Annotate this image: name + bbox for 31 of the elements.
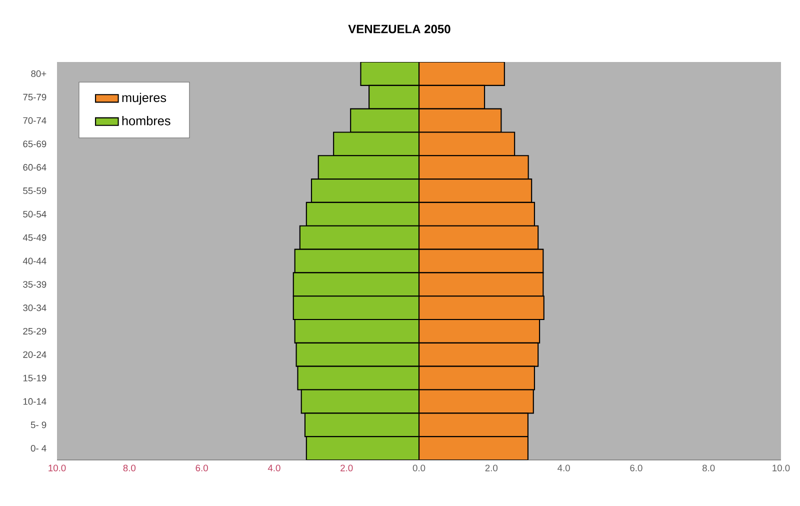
- x-tick-label: 0.0: [412, 464, 426, 472]
- y-tick-label: 70-74: [23, 117, 46, 124]
- x-tick-label: 8.0: [123, 464, 136, 472]
- y-tick-label: 80+: [31, 70, 46, 77]
- x-tick-label: 6.0: [630, 464, 642, 472]
- y-tick-label: 35-39: [23, 281, 46, 288]
- y-tick-label: 55-59: [23, 187, 46, 194]
- x-tick-label: 2.0: [485, 464, 498, 472]
- x-tick-label: 10.0: [48, 464, 66, 472]
- y-tick-label: 45-49: [22, 234, 46, 241]
- y-tick-label: 65-69: [23, 140, 46, 148]
- y-tick-label: 15-19: [23, 374, 46, 382]
- x-tick-label: 10.0: [772, 464, 790, 472]
- y-tick-label: 10-14: [23, 398, 46, 405]
- x-tick-label: 4.0: [558, 464, 570, 472]
- legend-label: mujeres: [122, 92, 166, 105]
- x-tick-label: 2.0: [340, 464, 353, 472]
- chart-title: VENEZUELA 2050: [348, 24, 450, 34]
- y-tick-label: 0- 4: [30, 444, 46, 452]
- y-tick-label: 50-54: [23, 210, 46, 218]
- y-tick-label: 25-29: [23, 328, 46, 335]
- x-tick-label: 4.0: [268, 464, 280, 472]
- legend-label: hombres: [122, 116, 170, 126]
- x-tick-label: 6.0: [196, 464, 208, 472]
- y-tick-label: 75-79: [23, 94, 46, 100]
- y-tick-label: 30-34: [23, 304, 46, 312]
- y-tick-label: 40-44: [22, 258, 46, 264]
- x-tick-label: 8.0: [702, 464, 715, 472]
- y-tick-label: 60-64: [23, 164, 46, 171]
- y-tick-label: 20-24: [23, 351, 46, 358]
- y-tick-label: 5- 9: [30, 422, 46, 428]
